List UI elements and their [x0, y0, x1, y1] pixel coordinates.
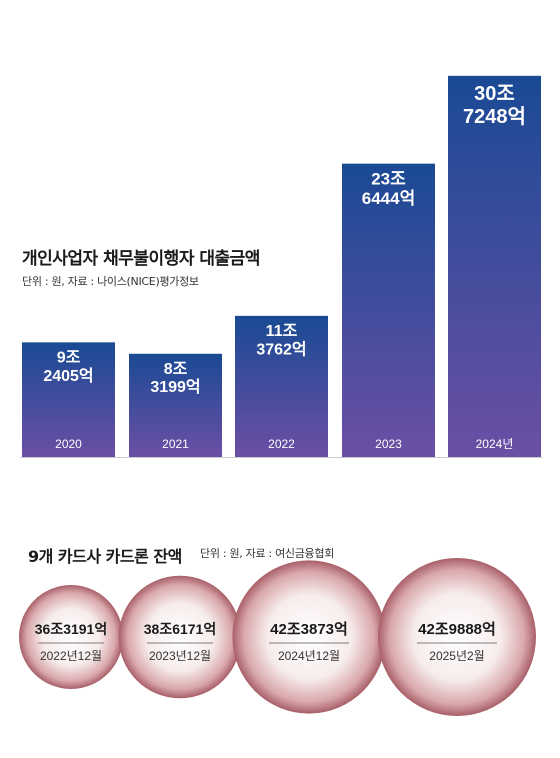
- bubble-value-label: 36조3191억: [35, 621, 107, 637]
- bar-value-label: 23조: [371, 170, 406, 189]
- bubble-category-label: 2024년12월: [278, 649, 340, 663]
- bubble-value-label: 42조9888억: [418, 620, 496, 638]
- bar-chart-unit-note: 단위 : 원, 자료 : 나이스(NICE)평가정보: [22, 275, 199, 288]
- bar-value-label: 7248억: [463, 105, 526, 128]
- bubble-chart-title: 9개 카드사 카드론 잔액: [28, 547, 182, 566]
- bar-category-label: 2020: [55, 437, 82, 451]
- bubble-category-label: 2023년12월: [149, 649, 211, 663]
- bar-value-label: 3762억: [256, 339, 306, 358]
- bubble-2022년12월: [19, 585, 123, 689]
- bar-2022: [235, 315, 328, 457]
- bar-category-label: 2022: [268, 437, 295, 451]
- bar-value-label: 30조: [474, 83, 515, 105]
- bubble-chart: 36조3191억 2022년12월 38조6171억 2023년12월 42조3873억…: [19, 558, 536, 716]
- bubble-chart-unit-note: 단위 : 원, 자료 : 여신금융협회: [200, 547, 335, 560]
- bubble-value-label: 38조6171억: [144, 621, 216, 637]
- bubble-value-label: 42조3873억: [270, 620, 348, 638]
- bar-value-label: 3199억: [150, 377, 200, 396]
- bar-2023: [342, 163, 435, 457]
- bubble-category-label: 2025년2월: [429, 649, 484, 663]
- bar-2020: [22, 342, 115, 457]
- bubble-2023년12월: [118, 575, 242, 699]
- bubble-2025년2월: [378, 558, 536, 716]
- bar-category-label: 2021: [162, 437, 189, 451]
- bar-2021: [129, 353, 222, 457]
- bar-value-label: 8조: [164, 361, 188, 378]
- bar-category-label: 2023: [375, 437, 402, 451]
- bar-value-label: 6444억: [362, 189, 415, 208]
- bar-2024년: [448, 75, 541, 458]
- bubble-2024년12월: [232, 560, 386, 714]
- bubble-category-label: 2022년12월: [40, 649, 102, 663]
- bar-chart-title: 개인사업자 채무불이행자 대출금액: [22, 249, 260, 269]
- bar-value-label: 9조: [57, 349, 81, 366]
- bar-value-label: 2405억: [43, 366, 93, 385]
- bar-value-label: 11조: [266, 323, 298, 340]
- bar-category-label: 2024년: [476, 437, 514, 451]
